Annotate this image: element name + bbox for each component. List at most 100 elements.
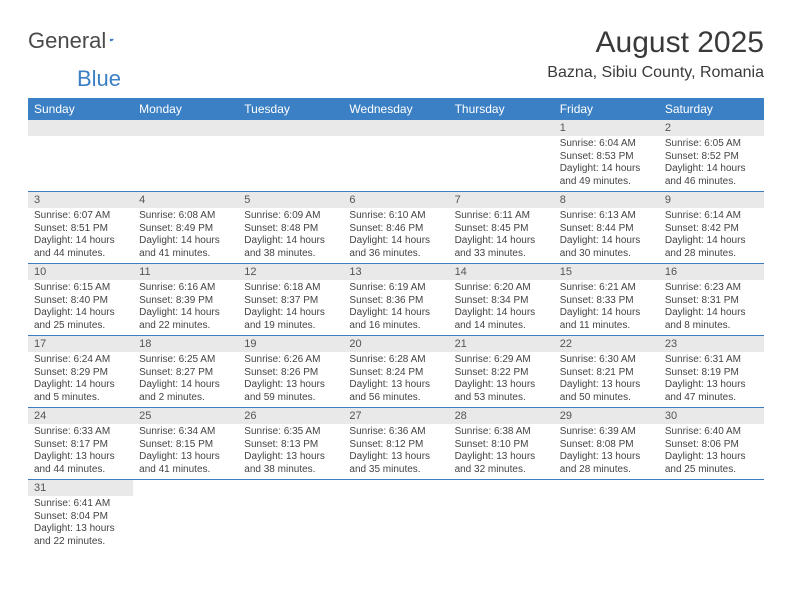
sunrise-line: Sunrise: 6:18 AM	[244, 282, 337, 295]
sunrise-line: Sunrise: 6:26 AM	[244, 354, 337, 367]
sunset-line: Sunset: 8:08 PM	[560, 439, 653, 452]
sunset-line: Sunset: 8:33 PM	[560, 295, 653, 308]
sunset-line: Sunset: 8:22 PM	[455, 367, 548, 380]
day-details: Sunrise: 6:10 AMSunset: 8:46 PMDaylight:…	[343, 208, 448, 263]
sunset-line: Sunset: 8:40 PM	[34, 295, 127, 308]
calendar-cell: 2Sunrise: 6:05 AMSunset: 8:52 PMDaylight…	[659, 120, 764, 192]
day-number: 7	[449, 192, 554, 208]
daylight-line: Daylight: 14 hours and 5 minutes.	[34, 379, 127, 404]
calendar-cell: 11Sunrise: 6:16 AMSunset: 8:39 PMDayligh…	[133, 264, 238, 336]
calendar-cell	[238, 480, 343, 552]
day-details: Sunrise: 6:28 AMSunset: 8:24 PMDaylight:…	[343, 352, 448, 407]
empty-day-header	[133, 480, 238, 496]
empty-day-header	[238, 120, 343, 136]
day-details: Sunrise: 6:25 AMSunset: 8:27 PMDaylight:…	[133, 352, 238, 407]
sunrise-line: Sunrise: 6:19 AM	[349, 282, 442, 295]
day-number: 27	[343, 408, 448, 424]
day-number: 20	[343, 336, 448, 352]
empty-day-header	[554, 480, 659, 496]
sunset-line: Sunset: 8:13 PM	[244, 439, 337, 452]
daylight-line: Daylight: 14 hours and 16 minutes.	[349, 307, 442, 332]
empty-day-header	[449, 120, 554, 136]
sunrise-line: Sunrise: 6:23 AM	[665, 282, 758, 295]
daylight-line: Daylight: 13 hours and 41 minutes.	[139, 451, 232, 476]
day-details: Sunrise: 6:35 AMSunset: 8:13 PMDaylight:…	[238, 424, 343, 479]
sunrise-line: Sunrise: 6:11 AM	[455, 210, 548, 223]
logo-text-a: General	[28, 28, 106, 54]
day-details: Sunrise: 6:41 AMSunset: 8:04 PMDaylight:…	[28, 496, 133, 551]
sunrise-line: Sunrise: 6:34 AM	[139, 426, 232, 439]
day-number: 16	[659, 264, 764, 280]
day-details: Sunrise: 6:18 AMSunset: 8:37 PMDaylight:…	[238, 280, 343, 335]
sunrise-line: Sunrise: 6:31 AM	[665, 354, 758, 367]
day-details: Sunrise: 6:33 AMSunset: 8:17 PMDaylight:…	[28, 424, 133, 479]
empty-day-header	[133, 120, 238, 136]
calendar-cell: 15Sunrise: 6:21 AMSunset: 8:33 PMDayligh…	[554, 264, 659, 336]
day-number: 23	[659, 336, 764, 352]
calendar-cell	[238, 120, 343, 192]
day-details: Sunrise: 6:34 AMSunset: 8:15 PMDaylight:…	[133, 424, 238, 479]
sunset-line: Sunset: 8:39 PM	[139, 295, 232, 308]
day-details: Sunrise: 6:08 AMSunset: 8:49 PMDaylight:…	[133, 208, 238, 263]
sunrise-line: Sunrise: 6:24 AM	[34, 354, 127, 367]
calendar-cell: 28 Sunrise: 6:38 AMSunset: 8:10 PMDayligh…	[449, 408, 554, 480]
calendar-cell	[28, 120, 133, 192]
sunrise-line: Sunrise: 6:30 AM	[560, 354, 653, 367]
daylight-line: Daylight: 14 hours and 8 minutes.	[665, 307, 758, 332]
sunset-line: Sunset: 8:45 PM	[455, 223, 548, 236]
day-number: 15	[554, 264, 659, 280]
day-number: 28	[449, 408, 554, 424]
day-details: Sunrise: 6:40 AMSunset: 8:06 PMDaylight:…	[659, 424, 764, 479]
sunset-line: Sunset: 8:53 PM	[560, 151, 653, 164]
sunset-line: Sunset: 8:52 PM	[665, 151, 758, 164]
day-details: Sunrise: 6:20 AMSunset: 8:34 PMDaylight:…	[449, 280, 554, 335]
sunrise-line: Sunrise: 6:08 AM	[139, 210, 232, 223]
daylight-line: Daylight: 14 hours and 14 minutes.	[455, 307, 548, 332]
calendar-cell	[554, 480, 659, 552]
daylight-line: Daylight: 14 hours and 19 minutes.	[244, 307, 337, 332]
sunset-line: Sunset: 8:31 PM	[665, 295, 758, 308]
sunrise-line: Sunrise: 6:33 AM	[34, 426, 127, 439]
sunset-line: Sunset: 8:51 PM	[34, 223, 127, 236]
day-details: Sunrise: 6:07 AMSunset: 8:51 PMDaylight:…	[28, 208, 133, 263]
day-details: Sunrise: 6:04 AMSunset: 8:53 PMDaylight:…	[554, 136, 659, 191]
calendar-table: Sunday Monday Tuesday Wednesday Thursday…	[28, 98, 764, 551]
calendar-cell: 9Sunrise: 6:14 AMSunset: 8:42 PMDaylight…	[659, 192, 764, 264]
logo: General	[28, 28, 134, 54]
daylight-line: Daylight: 14 hours and 25 minutes.	[34, 307, 127, 332]
daylight-line: Daylight: 14 hours and 41 minutes.	[139, 235, 232, 260]
day-number: 19	[238, 336, 343, 352]
calendar-cell	[659, 480, 764, 552]
day-number: 5	[238, 192, 343, 208]
sunset-line: Sunset: 8:24 PM	[349, 367, 442, 380]
weekday-header: Saturday	[659, 98, 764, 120]
calendar-cell: 14Sunrise: 6:20 AMSunset: 8:34 PMDayligh…	[449, 264, 554, 336]
sunrise-line: Sunrise: 6:38 AM	[455, 426, 548, 439]
daylight-line: Daylight: 13 hours and 28 minutes.	[560, 451, 653, 476]
day-number: 10	[28, 264, 133, 280]
daylight-line: Daylight: 13 hours and 32 minutes.	[455, 451, 548, 476]
calendar-page: General August 2025 Bazna, Sibiu County,…	[0, 0, 792, 571]
daylight-line: Daylight: 14 hours and 33 minutes.	[455, 235, 548, 260]
day-number: 22	[554, 336, 659, 352]
weekday-header: Monday	[133, 98, 238, 120]
day-details: Sunrise: 6:36 AMSunset: 8:12 PMDaylight:…	[343, 424, 448, 479]
daylight-line: Daylight: 13 hours and 59 minutes.	[244, 379, 337, 404]
sunrise-line: Sunrise: 6:15 AM	[34, 282, 127, 295]
calendar-cell: 8Sunrise: 6:13 AMSunset: 8:44 PMDaylight…	[554, 192, 659, 264]
daylight-line: Daylight: 14 hours and 49 minutes.	[560, 163, 653, 188]
day-number: 14	[449, 264, 554, 280]
sunset-line: Sunset: 8:44 PM	[560, 223, 653, 236]
day-details: Sunrise: 6:15 AMSunset: 8:40 PMDaylight:…	[28, 280, 133, 335]
daylight-line: Daylight: 14 hours and 38 minutes.	[244, 235, 337, 260]
sunset-line: Sunset: 8:10 PM	[455, 439, 548, 452]
empty-day-header	[28, 120, 133, 136]
calendar-row: 3Sunrise: 6:07 AMSunset: 8:51 PMDaylight…	[28, 192, 764, 264]
sunset-line: Sunset: 8:15 PM	[139, 439, 232, 452]
sunset-line: Sunset: 8:04 PM	[34, 511, 127, 524]
calendar-cell: 21Sunrise: 6:29 AMSunset: 8:22 PMDayligh…	[449, 336, 554, 408]
calendar-cell: 20Sunrise: 6:28 AMSunset: 8:24 PMDayligh…	[343, 336, 448, 408]
calendar-cell: 12Sunrise: 6:18 AMSunset: 8:37 PMDayligh…	[238, 264, 343, 336]
day-details: Sunrise: 6:13 AMSunset: 8:44 PMDaylight:…	[554, 208, 659, 263]
day-details: Sunrise: 6:24 AMSunset: 8:29 PMDaylight:…	[28, 352, 133, 407]
